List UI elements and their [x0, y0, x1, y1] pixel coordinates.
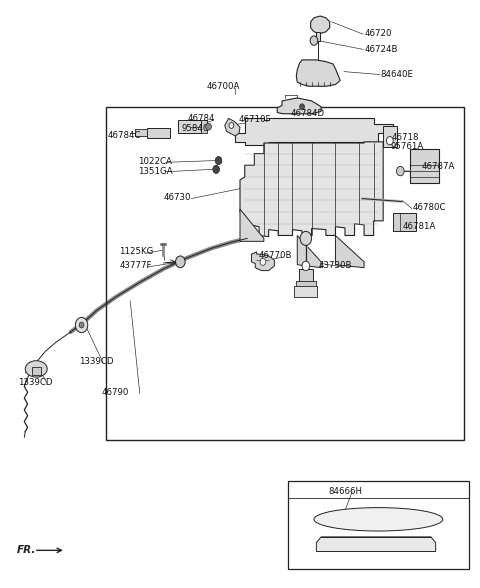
Circle shape	[300, 232, 312, 245]
Bar	[33, 366, 41, 375]
Text: 46781A: 46781A	[402, 222, 436, 231]
Polygon shape	[316, 537, 436, 552]
Circle shape	[310, 36, 318, 45]
Text: 46784C: 46784C	[108, 132, 141, 141]
Text: 46784D: 46784D	[290, 109, 324, 118]
Circle shape	[260, 258, 266, 265]
Text: 46787A: 46787A	[421, 162, 455, 171]
Bar	[410, 149, 439, 183]
Text: 46724B: 46724B	[364, 45, 397, 54]
Polygon shape	[311, 16, 330, 34]
Polygon shape	[297, 235, 321, 268]
Bar	[299, 269, 312, 283]
Text: 1022CA: 1022CA	[138, 157, 172, 166]
Bar	[107, 107, 464, 440]
Text: 84666H: 84666H	[328, 487, 362, 496]
Text: FR.: FR.	[17, 545, 36, 555]
Polygon shape	[336, 235, 364, 268]
Polygon shape	[296, 60, 340, 86]
Text: 46730: 46730	[164, 193, 191, 202]
Text: 95761A: 95761A	[390, 142, 423, 151]
Text: 1351GA: 1351GA	[138, 166, 173, 176]
Circle shape	[229, 122, 234, 128]
Text: 46790: 46790	[102, 388, 129, 397]
Ellipse shape	[25, 360, 47, 377]
Bar	[178, 120, 201, 133]
Circle shape	[396, 166, 404, 176]
Text: 46780C: 46780C	[413, 203, 446, 212]
Text: 1339CD: 1339CD	[79, 357, 113, 366]
Text: 46784: 46784	[188, 114, 215, 123]
Text: 1125KG: 1125KG	[119, 248, 154, 256]
Bar	[296, 281, 316, 287]
Bar	[147, 128, 170, 138]
Circle shape	[79, 322, 84, 328]
Bar	[160, 242, 166, 245]
Text: 46710F: 46710F	[239, 115, 272, 124]
Circle shape	[205, 123, 211, 130]
Circle shape	[176, 256, 185, 268]
Circle shape	[300, 104, 304, 109]
Bar	[383, 126, 396, 146]
Text: 43730B: 43730B	[319, 262, 352, 270]
Polygon shape	[252, 252, 275, 270]
Text: 46720: 46720	[364, 29, 392, 38]
Bar	[162, 243, 164, 256]
Bar	[135, 129, 147, 136]
Text: 46700A: 46700A	[206, 82, 240, 91]
Bar	[288, 481, 469, 569]
Text: 46770B: 46770B	[258, 252, 292, 260]
Circle shape	[386, 136, 393, 145]
Polygon shape	[201, 120, 206, 133]
Circle shape	[75, 318, 88, 333]
Text: 84640E: 84640E	[381, 70, 414, 79]
Bar	[393, 213, 416, 231]
Text: 95840: 95840	[182, 125, 209, 133]
Polygon shape	[316, 32, 320, 41]
Circle shape	[213, 165, 219, 173]
Circle shape	[215, 156, 222, 165]
Text: 1339CD: 1339CD	[18, 379, 53, 387]
Ellipse shape	[314, 507, 443, 531]
Polygon shape	[277, 98, 321, 113]
Text: 46718: 46718	[392, 133, 419, 142]
Text: 43777F: 43777F	[119, 262, 152, 270]
Polygon shape	[240, 142, 383, 236]
Polygon shape	[240, 209, 264, 241]
Polygon shape	[225, 118, 240, 136]
Polygon shape	[235, 118, 393, 145]
Circle shape	[302, 261, 310, 270]
Bar	[294, 286, 317, 297]
